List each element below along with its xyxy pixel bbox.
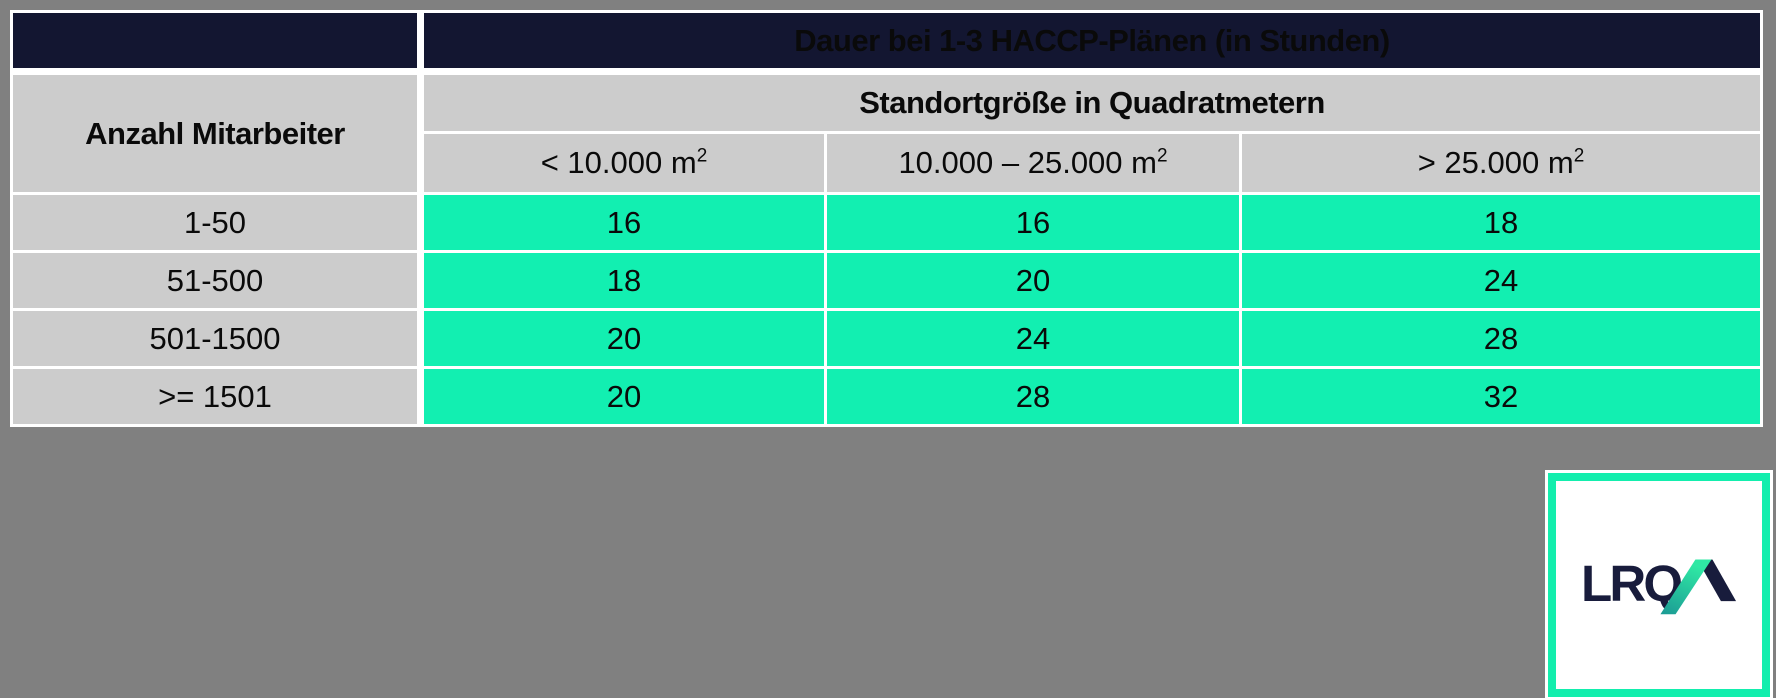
data-cell: 28 bbox=[1242, 311, 1760, 366]
row-label: 51-500 bbox=[13, 253, 421, 308]
row-label: 1-50 bbox=[13, 195, 421, 250]
column-header-2-text: 10.000 – 25.000 m bbox=[898, 145, 1157, 180]
data-cell: 28 bbox=[827, 369, 1239, 424]
column-header-1-sup: 2 bbox=[696, 145, 708, 167]
column-header-1-text: < 10.000 m bbox=[540, 145, 697, 180]
data-cell: 20 bbox=[827, 253, 1239, 308]
data-cell: 18 bbox=[424, 253, 824, 308]
data-cell: 20 bbox=[424, 369, 824, 424]
title-row: Dauer bei 1-3 HACCP-Plänen (in Stunden) bbox=[13, 13, 1760, 72]
logo-letters-lrq: LRQ bbox=[1581, 555, 1681, 612]
column-header-2: 10.000 – 25.000 m2 bbox=[827, 134, 1239, 192]
column-header-3-sup: 2 bbox=[1573, 145, 1585, 167]
logo-letter-a-icon bbox=[1660, 559, 1737, 615]
data-cell: 16 bbox=[827, 195, 1239, 250]
corner-cell bbox=[13, 13, 421, 72]
column-header-1: < 10.000 m2 bbox=[424, 134, 824, 192]
lrqa-logo-box: LRQ bbox=[1548, 473, 1770, 697]
data-cell: 32 bbox=[1242, 369, 1760, 424]
lrqa-logo: LRQ bbox=[1581, 555, 1737, 615]
column-header-2-sup: 2 bbox=[1156, 145, 1168, 167]
table-row: 501-1500 20 24 28 bbox=[13, 311, 1760, 366]
column-header-3: > 25.000 m2 bbox=[1242, 134, 1760, 192]
table-row: >= 1501 20 28 32 bbox=[13, 369, 1760, 424]
column-header-3-text: > 25.000 m bbox=[1417, 145, 1574, 180]
data-cell: 24 bbox=[827, 311, 1239, 366]
row-group-header: Anzahl Mitarbeiter bbox=[13, 75, 421, 192]
data-cell: 18 bbox=[1242, 195, 1760, 250]
row-label: >= 1501 bbox=[13, 369, 421, 424]
subtitle-row: Anzahl Mitarbeiter Standortgröße in Quad… bbox=[13, 75, 1760, 192]
column-group-header: Standortgröße in Quadratmetern bbox=[424, 75, 1760, 131]
column-header-row: < 10.000 m2 10.000 – 25.000 m2 > 25.000 … bbox=[13, 134, 1760, 192]
haccp-duration-table: Dauer bei 1-3 HACCP-Plänen (in Stunden) … bbox=[10, 10, 1763, 427]
data-cell: 24 bbox=[1242, 253, 1760, 308]
table-title: Dauer bei 1-3 HACCP-Plänen (in Stunden) bbox=[424, 13, 1760, 72]
table-row: 1-50 16 16 18 bbox=[13, 195, 1760, 250]
data-cell: 16 bbox=[424, 195, 824, 250]
row-label: 501-1500 bbox=[13, 311, 421, 366]
table-row: 51-500 18 20 24 bbox=[13, 253, 1760, 308]
data-cell: 20 bbox=[424, 311, 824, 366]
